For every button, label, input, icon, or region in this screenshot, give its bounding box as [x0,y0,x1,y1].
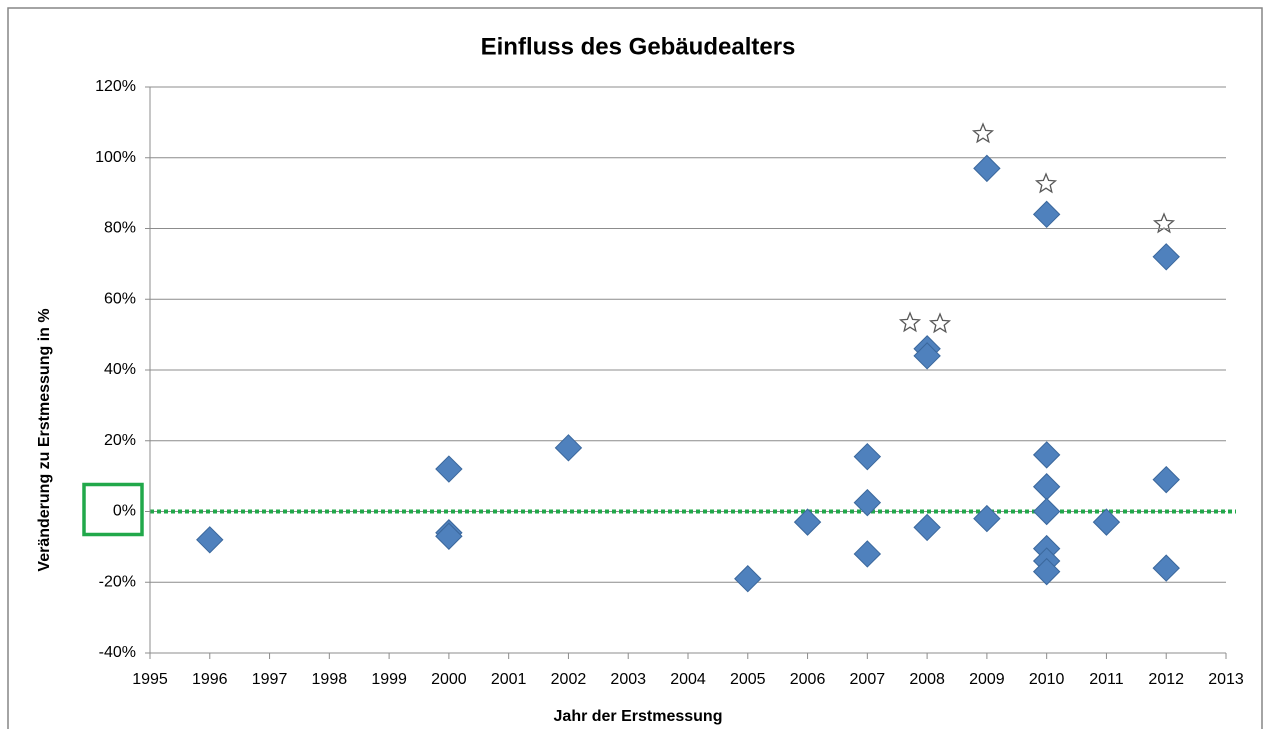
x-tick-label: 1998 [312,671,348,688]
y-tick-label: -40% [99,644,136,661]
star [928,312,952,334]
point [1032,497,1061,526]
x-tick-label: 2001 [491,671,527,688]
point [1092,508,1121,536]
x-tick-label: 2003 [610,671,646,688]
star [1034,172,1058,194]
x-tick-label: 1999 [371,671,407,688]
x-tick-label: 2004 [670,671,706,688]
y-axis-label: Veränderung zu Erstmessung in % [36,308,53,571]
y-tick-label: 20% [104,432,136,449]
x-tick-label: 2012 [1148,671,1184,688]
x-tick-label: 2013 [1208,671,1244,688]
point [734,565,762,593]
x-tick-label: 1995 [132,671,168,688]
x-tick-label: 2000 [431,671,467,688]
star [971,122,995,144]
point [1032,441,1061,469]
point [1032,557,1061,586]
point [853,442,882,471]
x-tick-label: 1996 [192,671,228,688]
point [1152,465,1180,494]
y-tick-label: 60% [104,290,136,307]
point [554,434,583,462]
x-tick-label: 2005 [730,671,766,688]
point [973,154,1001,183]
zero-highlight [82,482,144,537]
point [913,513,941,542]
point [1032,200,1061,229]
y-tick-label: 100% [95,149,136,166]
point [853,540,882,568]
y-tick-label: -20% [99,573,136,590]
chart-frame [7,7,1263,729]
x-tick-label: 2010 [1029,671,1065,688]
y-tick-label: 80% [104,220,136,237]
point [913,342,941,370]
chart-title: Einfluss des Gebäudealters [481,33,796,60]
point [1152,243,1180,271]
x-tick-label: 2006 [790,671,826,688]
star [898,311,922,333]
x-tick-label: 1997 [252,671,288,688]
x-tick-label: 2007 [850,671,886,688]
x-tick-label: 2009 [969,671,1005,688]
point [1152,554,1180,582]
x-tick-label: 2011 [1089,671,1124,688]
point [196,526,224,554]
point [435,455,463,483]
point [853,488,882,517]
x-axis-label: Jahr der Erstmessung [554,708,723,725]
x-tick-label: 2002 [551,671,587,688]
y-tick-label: 40% [104,361,136,378]
y-tick-label: 120% [95,78,136,95]
point [973,504,1001,533]
x-tick-label: 2008 [909,671,945,688]
point [793,508,822,536]
point [435,522,463,550]
y-tick-label: 0% [113,503,136,520]
